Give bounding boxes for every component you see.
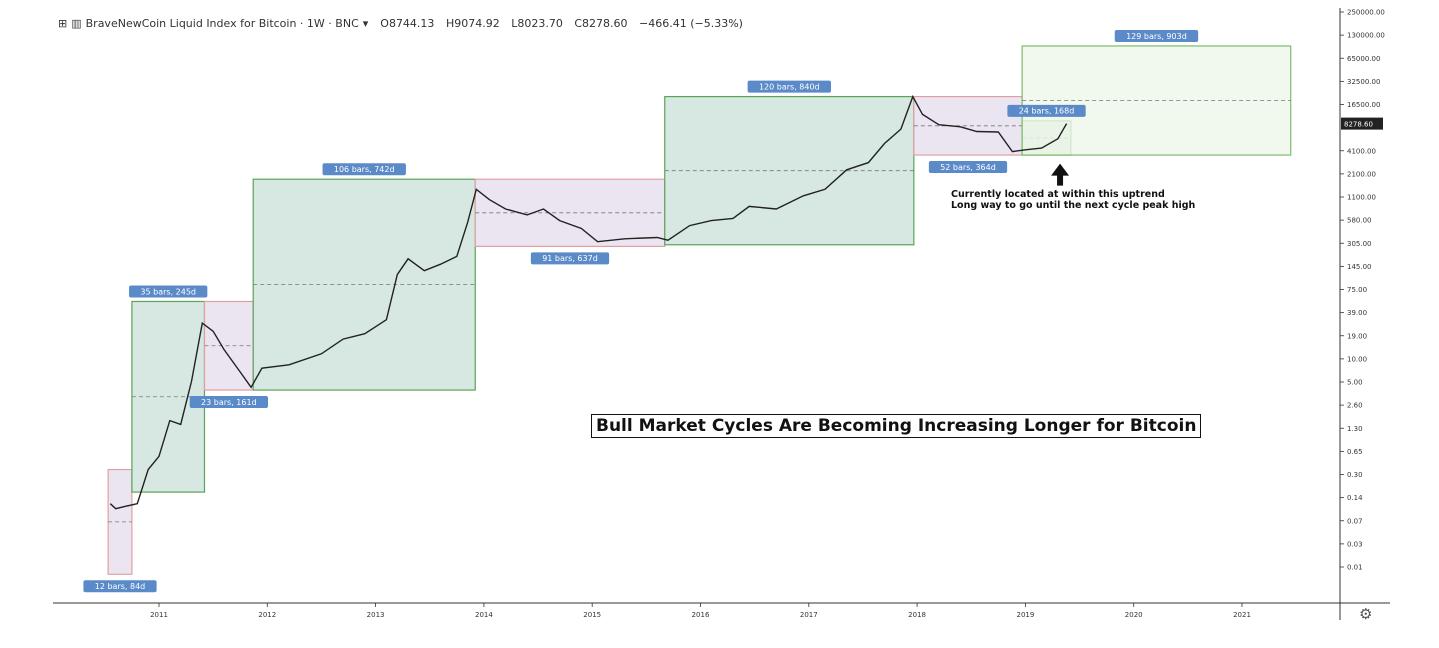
y-tick-label: 4100.00 — [1347, 147, 1376, 155]
cycle-label: 23 bars, 161d — [201, 398, 257, 407]
y-tick-label: 2100.00 — [1347, 170, 1376, 178]
y-tick-label: 580.00 — [1347, 217, 1372, 225]
open-value: O8744.13 — [380, 17, 435, 30]
gear-icon[interactable]: ⚙ — [1359, 605, 1373, 623]
x-tick-label: 2016 — [692, 611, 710, 619]
up-arrow-icon — [1051, 163, 1070, 186]
cycle-label-badge — [1007, 104, 1086, 117]
y-tick-label: 5.00 — [1347, 379, 1363, 387]
cycle-label: 52 bars, 364d — [940, 163, 996, 172]
high-value: H9074.92 — [445, 17, 500, 30]
y-tick-label: 10.00 — [1347, 355, 1367, 363]
symbol-title[interactable]: BraveNewCoin Liquid Index for Bitcoin · … — [85, 17, 359, 30]
y-tick-label: 250000.00 — [1347, 9, 1385, 17]
y-tick-label: 0.30 — [1347, 471, 1363, 479]
cycle-label-badge — [322, 163, 406, 176]
cycle-label: 120 bars, 840d — [759, 82, 820, 91]
x-tick-label: 2013 — [367, 611, 385, 619]
annotation-line-2: Long way to go until the next cycle peak… — [951, 200, 1196, 211]
ohlc-values: O8744.13 H9074.92 L8023.70 C8278.60 −466… — [372, 17, 743, 30]
chart-header: ⊞ ▥ BraveNewCoin Liquid Index for Bitcoi… — [58, 17, 743, 30]
y-tick-label: 2.60 — [1347, 402, 1363, 410]
y-tick-label: 65000.00 — [1347, 55, 1380, 63]
bull-cycle-box — [252, 178, 476, 391]
x-tick-label: 2015 — [583, 611, 601, 619]
cycle-label-badge — [129, 285, 208, 298]
y-tick-label: 0.14 — [1347, 494, 1363, 502]
cycle-label-badge — [83, 580, 157, 593]
x-tick-label: 2019 — [1016, 611, 1034, 619]
x-tick-label: 2018 — [908, 611, 926, 619]
price-line — [109, 94, 1068, 510]
y-tick-label: 0.01 — [1347, 564, 1363, 572]
x-tick-label: 2011 — [150, 611, 168, 619]
cycle-label: 24 bars, 168d — [1019, 107, 1075, 116]
y-tick-label: 1100.00 — [1347, 194, 1376, 202]
y-tick-label: 130000.00 — [1347, 32, 1385, 40]
cycle-label: 106 bars, 742d — [334, 165, 395, 174]
x-tick-label: 2021 — [1233, 611, 1251, 619]
y-tick-label: 1.30 — [1347, 425, 1363, 433]
chart-title: Bull Market Cycles Are Becoming Increasi… — [591, 414, 1202, 438]
y-tick-label: 0.03 — [1347, 540, 1363, 548]
cycle-label: 35 bars, 245d — [140, 287, 196, 296]
cycle-label: 129 bars, 903d — [1126, 32, 1187, 41]
cycle-label: 12 bars, 84d — [95, 582, 146, 591]
y-tick-label: 305.00 — [1347, 240, 1372, 248]
expand-icon[interactable]: ⊞ — [58, 17, 68, 30]
cycle-label-badge — [189, 396, 269, 409]
bar-chart-icon: ▥ — [71, 17, 82, 30]
y-tick-label: 39.00 — [1347, 309, 1367, 317]
y-tick-label: 0.07 — [1347, 517, 1363, 525]
y-tick-label: 32500.00 — [1347, 78, 1380, 86]
low-value: L8023.70 — [511, 17, 563, 30]
x-tick-label: 2014 — [475, 611, 493, 619]
cycle-label-badge — [530, 252, 610, 265]
y-tick-label: 75.00 — [1347, 286, 1367, 294]
cycle-label: 91 bars, 637d — [542, 254, 598, 263]
y-tick-label: 19.00 — [1347, 332, 1367, 340]
cycle-label-badge — [1114, 29, 1199, 42]
y-tick-label: 0.65 — [1347, 448, 1363, 456]
x-tick-label: 2012 — [258, 611, 276, 619]
last-price-label: 8278.60 — [1344, 121, 1373, 129]
x-tick-label: 2020 — [1125, 611, 1143, 619]
chevron-down-icon[interactable]: ▾ — [362, 17, 369, 30]
y-tick-label: 145.00 — [1347, 263, 1372, 271]
annotation-line-1: Currently located at within this uptrend — [951, 189, 1165, 200]
close-value: C8278.60 — [574, 17, 628, 30]
cycle-label-badge — [928, 161, 1008, 174]
cycle-label-badge — [747, 80, 832, 93]
change-value: −466.41 (−5.33%) — [639, 17, 743, 30]
y-tick-label: 16500.00 — [1347, 101, 1380, 109]
last-price-tag — [1341, 117, 1383, 130]
x-tick-label: 2017 — [800, 611, 818, 619]
